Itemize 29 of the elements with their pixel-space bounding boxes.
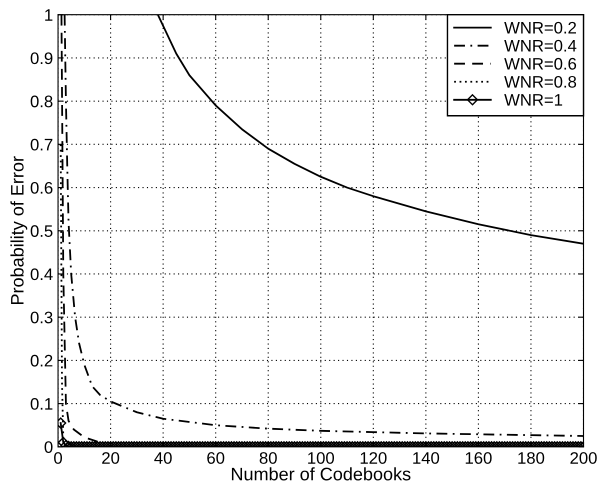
legend-label: WNR=0.4 (504, 40, 576, 52)
y-tick-label: 0.9 (30, 52, 52, 64)
y-axis-title: Probability of Error (10, 156, 28, 304)
y-tick-label: 0.8 (30, 96, 52, 108)
x-tick-label: 100 (308, 452, 334, 464)
y-tick-label: 0.6 (30, 182, 52, 194)
x-tick-label: 60 (207, 452, 224, 464)
legend-label: WNR=0.2 (504, 22, 576, 34)
y-tick-label: 0.5 (30, 225, 52, 237)
x-tick-label: 120 (360, 452, 387, 464)
x-tick-label: 200 (570, 452, 597, 464)
y-tick-label: 0.3 (30, 312, 52, 324)
legend-label: WNR=1 (504, 94, 562, 106)
y-tick-label: 1 (45, 9, 52, 21)
y-tick-label: 0.1 (30, 398, 52, 410)
legend-label: WNR=0.6 (504, 58, 576, 70)
x-tick-label: 20 (102, 452, 120, 464)
x-tick-label: 180 (518, 452, 544, 464)
x-tick-label: 80 (260, 452, 277, 464)
y-tick-label: 0.7 (30, 138, 52, 151)
legend-label: WNR=0.8 (504, 76, 576, 88)
x-tick-label: 40 (154, 452, 172, 464)
x-tick-label: 0 (54, 452, 62, 464)
y-tick-label: 0.4 (30, 268, 53, 280)
y-tick-label: 0 (44, 441, 53, 454)
x-axis-title: Number of Codebooks (232, 467, 410, 480)
x-tick-label: 160 (466, 452, 492, 464)
y-tick-label: 0.2 (30, 354, 52, 367)
x-tick-label: 140 (413, 452, 440, 464)
